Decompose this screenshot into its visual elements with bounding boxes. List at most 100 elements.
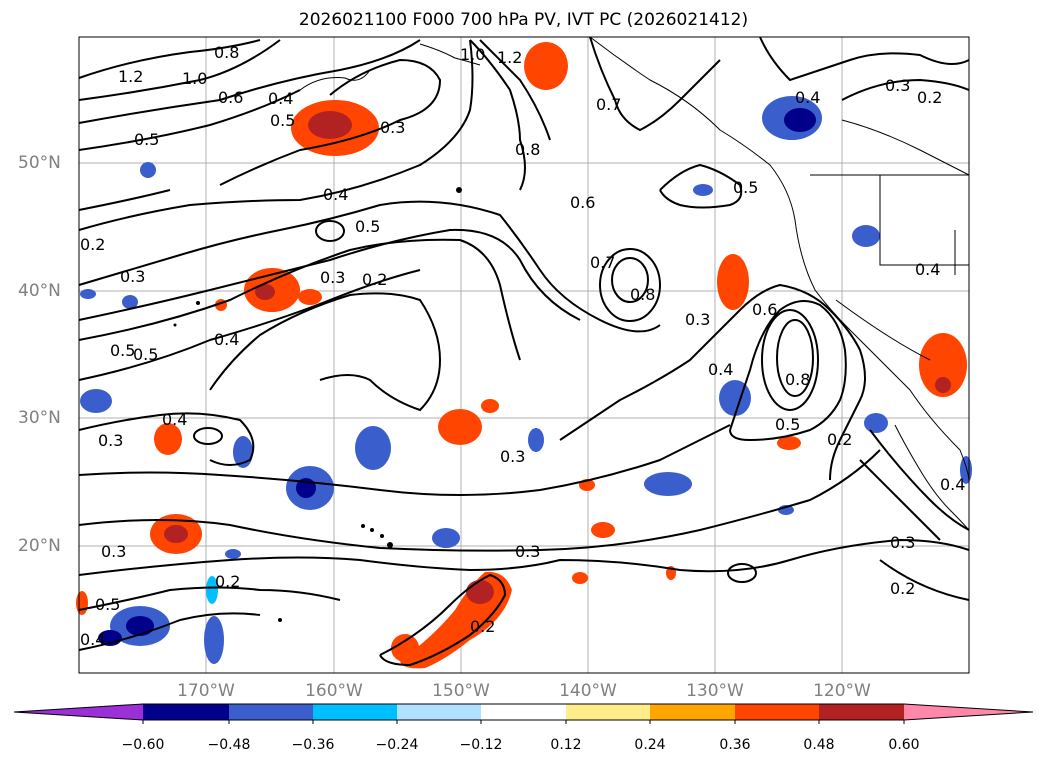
contour-label: 0.4	[268, 89, 293, 108]
contour-label: 0.4	[795, 88, 820, 107]
colorbar-tick-label: −0.24	[375, 737, 419, 753]
ivt-blob-core	[164, 525, 188, 543]
colorbar-swatch	[313, 704, 397, 720]
contour-label: 0.2	[215, 572, 240, 591]
contour-label: 0.4	[915, 260, 940, 279]
contour	[78, 39, 281, 101]
lat-label-20n: 20°N	[18, 536, 61, 556]
contour	[859, 459, 941, 541]
contour-label: 0.4	[80, 630, 105, 649]
contour-label: 0.8	[785, 370, 810, 389]
ivt-blob-core	[784, 108, 816, 132]
contour	[729, 300, 847, 442]
map-frame	[78, 36, 970, 674]
contour	[761, 309, 819, 411]
contour-label: 0.2	[917, 88, 942, 107]
lon-label-130w: 130°W	[686, 681, 744, 701]
contour-label: 0.3	[515, 542, 540, 561]
contour-label: 0.8	[515, 140, 540, 159]
contour	[78, 449, 881, 552]
contour-label: 0.3	[380, 118, 405, 137]
contour-label: 0.5	[270, 111, 295, 130]
contour	[559, 283, 866, 481]
contour-label: 0.3	[885, 76, 910, 95]
lat-label-30n: 30°N	[18, 408, 61, 428]
contour	[78, 612, 261, 651]
contour-label: 0.3	[685, 310, 710, 329]
ivt-blob-positive	[777, 436, 801, 450]
contour-label: 0.5	[95, 595, 120, 614]
lon-label-150w: 150°W	[432, 681, 490, 701]
contour-label: 1.2	[497, 48, 522, 67]
contour-label: 0.4	[940, 475, 965, 494]
ivt-blob-negative	[122, 295, 138, 309]
ivt-blob-negative	[719, 380, 751, 416]
colorbar-tick-label: −0.12	[459, 737, 503, 753]
contour-label: 0.5	[110, 341, 135, 360]
contour	[315, 220, 345, 242]
ivt-blob-negative	[693, 184, 713, 196]
ivt-blob-negative	[225, 549, 241, 559]
contour-label: 0.4	[323, 185, 348, 204]
contour-label: 0.4	[214, 330, 239, 349]
contour	[78, 269, 421, 381]
contour	[727, 563, 757, 583]
contour-label: 1.2	[118, 67, 143, 86]
contour	[659, 163, 743, 209]
contour-label: 0.2	[362, 270, 387, 289]
contour	[78, 39, 421, 124]
pv-contours	[78, 36, 970, 667]
contour-label: 0.4	[162, 410, 187, 429]
contour-label: 0.2	[890, 579, 915, 598]
colorbar-swatch	[481, 704, 566, 720]
contour	[611, 257, 649, 303]
ivt-blob-negative	[852, 225, 880, 247]
contour-label: 1.0	[182, 69, 207, 88]
ivt-blob-positive	[524, 42, 568, 90]
contour	[209, 292, 442, 412]
contour	[78, 189, 171, 211]
contour-label: 0.3	[500, 447, 525, 466]
contour	[841, 78, 970, 101]
ivt-blob-positive	[591, 522, 615, 538]
contour-label: 0.2	[470, 617, 495, 636]
lat-label-40n: 40°N	[18, 281, 61, 301]
ivt-blob-negative	[80, 389, 112, 413]
colorbar-extend-high	[904, 704, 1033, 720]
colorbar-swatch	[397, 704, 481, 720]
contour	[78, 228, 581, 321]
contour-label: 0.5	[133, 345, 158, 364]
contour	[78, 39, 474, 231]
contour-label: 0.3	[98, 431, 123, 450]
contour	[193, 427, 223, 445]
ivt-blob-negative	[528, 428, 544, 452]
contour	[78, 586, 341, 611]
ivt-blob-core	[466, 580, 494, 604]
contour	[379, 573, 507, 667]
ivt-blob-negative	[432, 528, 460, 548]
ivt-blob-positive	[438, 409, 482, 445]
contour	[78, 200, 661, 333]
lon-label-120w: 120°W	[813, 681, 871, 701]
colorbar-swatch	[566, 704, 650, 720]
ivt-blob-positive	[154, 423, 182, 455]
colorbar-swatch	[735, 704, 819, 720]
ivt-blob-positive	[76, 591, 88, 615]
ivt-blob-positive	[919, 333, 967, 397]
lon-label-160w: 160°W	[305, 681, 363, 701]
contour	[759, 36, 970, 82]
contour	[869, 429, 970, 531]
colorbar	[13, 703, 1034, 724]
contour	[599, 248, 661, 322]
ivt-blob-negative	[80, 289, 96, 299]
contour	[219, 58, 442, 186]
colorbar-swatch	[650, 704, 735, 720]
ivt-blob-positive	[391, 634, 419, 662]
contour-label: 0.7	[596, 95, 621, 114]
contour-label: 0.3	[320, 268, 345, 287]
contour-label: 0.5	[733, 178, 758, 197]
contour-label: 0.2	[827, 430, 852, 449]
contour	[776, 319, 814, 397]
ivt-blob-negative	[355, 426, 391, 470]
contour	[78, 538, 970, 576]
